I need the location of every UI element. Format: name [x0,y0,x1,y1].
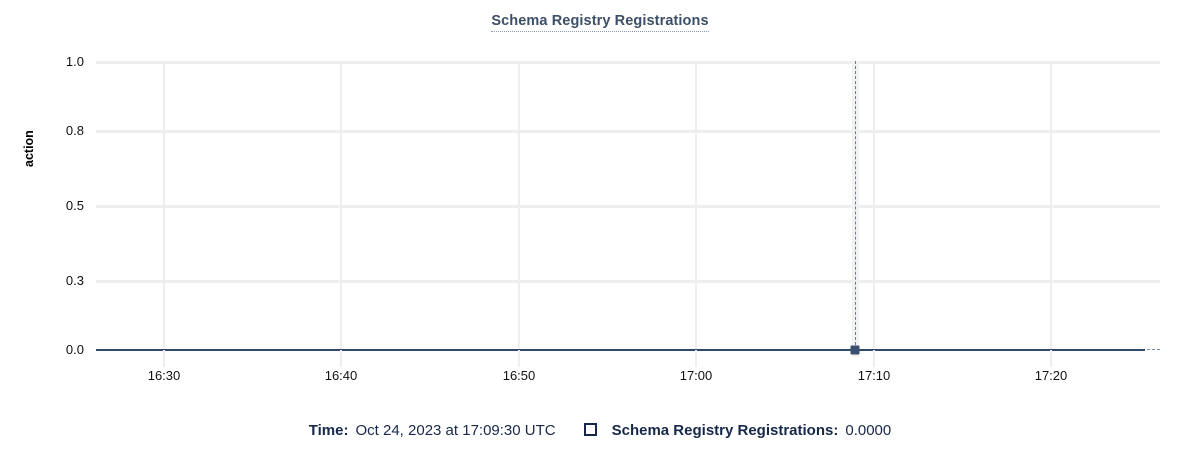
y-tick-label: 0.8 [65,123,84,138]
chart-title-text: Schema Registry Registrations [491,13,709,32]
x-tick-mark [1050,350,1052,367]
tooltip-time: Time: Oct 24, 2023 at 17:09:30 UTC [309,422,556,439]
x-tick-label: 17:20 [1034,368,1068,383]
legend-swatch-icon[interactable] [583,423,597,436]
series-line-schema-registry-registrations [96,349,1145,351]
gridline-vertical [163,61,165,350]
gridline-vertical [340,61,342,350]
x-tick-mark [695,350,697,367]
y-tick-label: 0.3 [65,273,84,288]
y-tick-label: 1.0 [65,54,84,69]
tooltip-series-label: Schema Registry Registrations: [611,422,839,439]
gridline-horizontal [96,130,1160,133]
x-tick-mark [518,350,520,367]
x-tick-label: 16:40 [324,368,358,383]
x-tick-label: 16:50 [502,368,536,383]
tooltip-row: Time: Oct 24, 2023 at 17:09:30 UTC Schem… [0,422,1200,439]
y-tick-label: 0.0 [65,342,84,357]
x-tick-mark [340,350,342,367]
tooltip-time-label: Time: [308,422,349,439]
tooltip-time-value: Oct 24, 2023 at 17:09:30 UTC [355,422,556,439]
gridline-horizontal [96,280,1160,283]
hover-data-point[interactable] [850,345,860,355]
gridline-horizontal [96,205,1160,208]
tooltip-series: Schema Registry Registrations: 0.0000 [583,422,892,439]
gridline-vertical [873,61,875,350]
gridline-vertical [1050,61,1052,350]
x-tick-mark [873,350,875,367]
x-tick-label: 17:10 [857,368,891,383]
gridline-vertical [695,61,697,350]
x-tick-mark [163,350,165,367]
crosshair-line [855,61,856,350]
plot-area [96,61,1160,350]
gridline-horizontal [96,61,1160,64]
x-tick-label: 16:30 [147,368,181,383]
y-tick-label: 0.5 [65,198,84,213]
gridline-vertical [518,61,520,350]
y-axis-title: action [22,130,36,167]
chart-title: Schema Registry Registrations [0,13,1200,32]
x-tick-label: 17:00 [679,368,713,383]
tooltip-series-value: 0.0000 [845,422,892,439]
